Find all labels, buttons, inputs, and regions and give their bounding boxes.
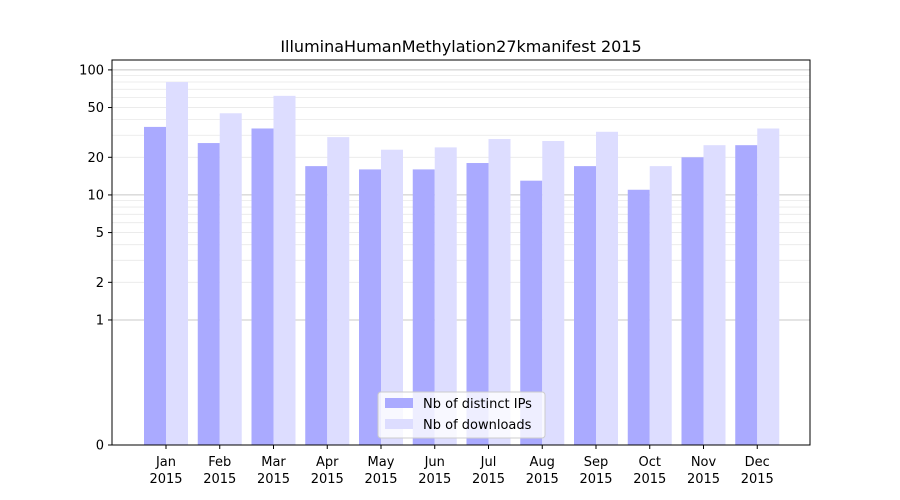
bar-downloads [703,145,726,445]
bar-downloads [757,128,780,445]
bars [144,82,780,446]
y-tick-label: 5 [96,226,104,241]
x-tick-label: Dec 2015 [741,455,774,487]
bar-downloads [649,166,672,445]
bar-distinct-ips [681,157,704,445]
legend-box [377,391,546,439]
x-axis-ticks: Jan 2015 Feb 2015 Mar 2015 Apr 2015 May 2015 Jun 20… [149,445,774,487]
x-tick-label: Mar 2015 [257,455,290,487]
legend-label-downloads: Nb of downloads [423,418,532,433]
y-axis-ticks: 0 1 2 5 10 20 50 100 [79,63,112,454]
x-tick-label: Nov 2015 [687,455,720,487]
x-tick-label: Oct 2015 [633,455,666,487]
legend-label-distinct-ips: Nb of distinct IPs [423,397,532,412]
bar-downloads [488,139,511,445]
x-tick-label: Jul 2015 [472,455,505,487]
legend: Nb of distinct IPs Nb of downloads [377,391,546,439]
x-tick-label: Sep 2015 [579,455,612,487]
y-tick-label: 2 [96,276,104,291]
bar-distinct-ips [359,169,381,445]
legend-swatch-downloads [385,419,413,429]
x-tick-label: Jan 2015 [149,455,182,487]
bar-downloads [381,149,403,446]
bar-downloads [273,95,296,446]
bar-downloads [542,140,565,445]
legend-swatch-distinct-ips [385,398,413,408]
bar-distinct-ips [466,163,489,445]
y-tick-label: 10 [87,188,104,203]
bar-downloads [596,131,618,445]
bar-distinct-ips [627,189,650,445]
x-tick-label: Jun 2015 [418,455,451,487]
x-tick-label: May 2015 [364,455,397,487]
bar-distinct-ips [735,145,758,445]
bar-downloads [166,82,188,445]
y-tick-label: 0 [96,439,104,454]
bar-distinct-ips [520,180,543,445]
bar-downloads [434,147,457,446]
bar-downloads [219,113,242,445]
bar-distinct-ips [251,128,274,445]
bar-distinct-ips [197,143,220,445]
x-tick-label: Aug 2015 [526,455,559,487]
y-tick-label: 100 [79,63,104,78]
y-tick-label: 50 [87,101,104,116]
plot-frame [111,59,811,446]
bar-distinct-ips [574,166,596,445]
x-tick-label: Feb 2015 [203,455,236,487]
x-tick-label: Apr 2015 [311,455,344,487]
bar-distinct-ips [305,166,328,445]
bar-distinct-ips [144,126,166,446]
y-tick-label: 1 [96,313,104,328]
y-tick-label: 20 [87,151,104,166]
bar-downloads [327,137,350,445]
chart-title: IlluminaHumanMethylation27kmanifest 2015 [280,37,641,56]
bar-distinct-ips [412,169,435,445]
